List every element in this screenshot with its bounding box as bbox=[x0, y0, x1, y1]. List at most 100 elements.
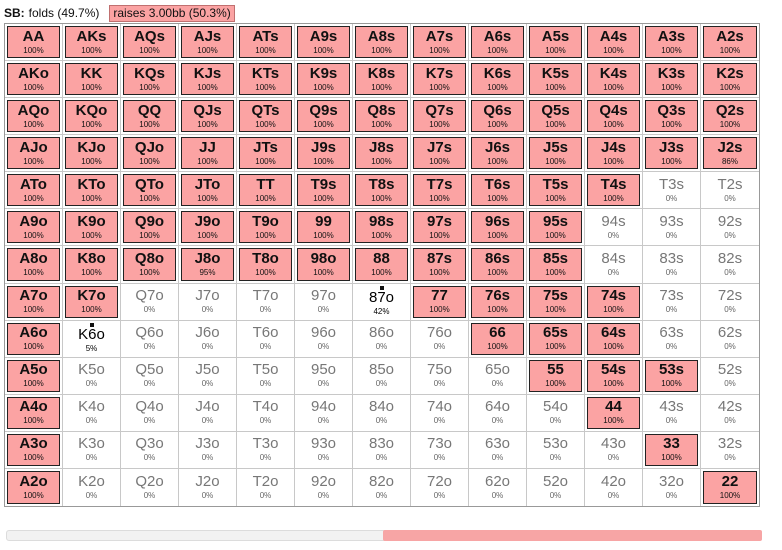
hand-cell[interactable]: A3o 100% bbox=[5, 431, 63, 469]
hand-cell[interactable]: K2o 0% bbox=[63, 468, 121, 506]
hand-cell[interactable]: 88 100% bbox=[353, 246, 411, 284]
hand-cell[interactable]: KK 100% bbox=[63, 61, 121, 99]
hand-cell[interactable]: T9s 100% bbox=[295, 172, 353, 210]
hand-cell[interactable]: 72s 0% bbox=[701, 284, 759, 321]
hand-cell[interactable]: QQ 100% bbox=[121, 98, 179, 136]
hand-cell[interactable]: K4s 100% bbox=[585, 61, 643, 99]
hand-cell[interactable]: 92o 0% bbox=[295, 468, 353, 506]
hand-cell[interactable]: A5o 100% bbox=[5, 357, 63, 395]
hand-cell[interactable]: 72o 0% bbox=[411, 468, 469, 506]
hand-cell[interactable]: QTo 100% bbox=[121, 172, 179, 210]
hand-cell[interactable]: Q4s 100% bbox=[585, 98, 643, 136]
hand-cell[interactable]: Q2o 0% bbox=[121, 468, 179, 506]
hand-cell[interactable]: Q8s 100% bbox=[353, 98, 411, 136]
hand-cell[interactable]: JJ 100% bbox=[179, 135, 237, 173]
hand-cell[interactable]: 42s 0% bbox=[701, 395, 759, 432]
hand-cell[interactable]: KJo 100% bbox=[63, 135, 121, 173]
hand-cell[interactable]: J6o 0% bbox=[179, 320, 237, 358]
hand-cell[interactable]: A5s 100% bbox=[527, 24, 585, 62]
hand-cell[interactable]: Q7o 0% bbox=[121, 283, 179, 321]
hand-cell[interactable]: 82s 0% bbox=[701, 246, 759, 284]
hand-cell[interactable]: TT 100% bbox=[237, 172, 295, 210]
hand-cell[interactable]: 85s 100% bbox=[527, 246, 585, 284]
hand-cell[interactable]: K9s 100% bbox=[295, 61, 353, 99]
hand-cell[interactable]: T5s 100% bbox=[527, 172, 585, 210]
hand-cell[interactable]: Q9s 100% bbox=[295, 98, 353, 136]
hand-cell[interactable]: 63s 0% bbox=[643, 320, 701, 358]
hand-cell[interactable]: J5s 100% bbox=[527, 135, 585, 173]
hand-cell[interactable]: J3o 0% bbox=[179, 431, 237, 469]
hand-cell[interactable]: K7o 100% bbox=[63, 283, 121, 321]
hand-cell[interactable]: 75o 0% bbox=[411, 357, 469, 395]
hand-cell[interactable]: J9o 100% bbox=[179, 209, 237, 247]
hand-cell[interactable]: 96s 100% bbox=[469, 209, 527, 247]
hand-cell[interactable]: Q2s 100% bbox=[701, 98, 759, 136]
hand-cell[interactable]: 53s 100% bbox=[643, 357, 701, 395]
hand-cell[interactable]: T4s 100% bbox=[585, 172, 643, 210]
hand-cell[interactable]: 94s 0% bbox=[585, 209, 643, 247]
hand-cell[interactable]: 42o 0% bbox=[585, 468, 643, 506]
hand-cell[interactable]: 97o 0% bbox=[295, 283, 353, 321]
hand-cell[interactable]: 52s 0% bbox=[701, 358, 759, 395]
hand-cell[interactable]: 55 100% bbox=[527, 357, 585, 395]
hand-cell[interactable]: T5o 0% bbox=[237, 357, 295, 395]
hand-cell[interactable]: A9s 100% bbox=[295, 24, 353, 62]
hand-cell[interactable]: T3s 0% bbox=[643, 172, 701, 210]
hand-cell[interactable]: T3o 0% bbox=[237, 431, 295, 469]
hand-cell[interactable]: Q5s 100% bbox=[527, 98, 585, 136]
hand-cell[interactable]: 87s 100% bbox=[411, 246, 469, 284]
hand-cell[interactable]: 32o 0% bbox=[643, 468, 701, 506]
hand-cell[interactable]: T2o 0% bbox=[237, 468, 295, 506]
hand-cell[interactable]: 93o 0% bbox=[295, 431, 353, 469]
hand-cell[interactable]: Q7s 100% bbox=[411, 98, 469, 136]
hand-cell[interactable]: 96o 0% bbox=[295, 320, 353, 358]
hand-cell[interactable]: Q4o 0% bbox=[121, 394, 179, 432]
hand-cell[interactable]: A9o 100% bbox=[5, 209, 63, 247]
hand-cell[interactable]: J2s 86% bbox=[701, 135, 759, 173]
hand-cell[interactable]: K7s 100% bbox=[411, 61, 469, 99]
hand-cell[interactable]: J5o 0% bbox=[179, 357, 237, 395]
hand-cell[interactable]: AQo 100% bbox=[5, 98, 63, 136]
hand-cell[interactable]: A8o 100% bbox=[5, 246, 63, 284]
hand-cell[interactable]: A4o 100% bbox=[5, 394, 63, 432]
hand-cell[interactable]: AA 100% bbox=[5, 24, 63, 62]
hand-cell[interactable]: A3s 100% bbox=[643, 24, 701, 62]
hand-cell[interactable]: K8s 100% bbox=[353, 61, 411, 99]
hand-cell[interactable]: 95o 0% bbox=[295, 357, 353, 395]
hand-cell[interactable]: K3o 0% bbox=[63, 431, 121, 469]
hand-cell[interactable]: 54o 0% bbox=[527, 394, 585, 432]
hand-cell[interactable]: QJo 100% bbox=[121, 135, 179, 173]
hand-cell[interactable]: A2s 100% bbox=[701, 24, 759, 62]
hand-cell[interactable]: K5o 0% bbox=[63, 357, 121, 395]
hand-cell[interactable]: 73s 0% bbox=[643, 283, 701, 321]
hand-cell[interactable]: T9o 100% bbox=[237, 209, 295, 247]
hand-cell[interactable]: 43o 0% bbox=[585, 431, 643, 469]
hand-cell[interactable]: J7s 100% bbox=[411, 135, 469, 173]
hand-cell[interactable]: A7s 100% bbox=[411, 24, 469, 62]
hand-cell[interactable]: J9s 100% bbox=[295, 135, 353, 173]
hand-cell[interactable]: T4o 0% bbox=[237, 394, 295, 432]
hand-cell[interactable]: A7o 100% bbox=[5, 283, 63, 321]
hand-cell[interactable]: KTo 100% bbox=[63, 172, 121, 210]
hand-cell[interactable]: JTs 100% bbox=[237, 135, 295, 173]
hand-cell[interactable]: T8s 100% bbox=[353, 172, 411, 210]
hand-cell[interactable]: 86o 0% bbox=[353, 320, 411, 358]
hand-cell[interactable]: A6s 100% bbox=[469, 24, 527, 62]
hand-cell[interactable]: J8s 100% bbox=[353, 135, 411, 173]
hand-cell[interactable]: K6o 5% bbox=[63, 320, 121, 358]
hand-cell[interactable]: 52o 0% bbox=[527, 468, 585, 506]
hand-cell[interactable]: J6s 100% bbox=[469, 135, 527, 173]
hand-cell[interactable]: 83o 0% bbox=[353, 431, 411, 469]
hand-cell[interactable]: J4o 0% bbox=[179, 394, 237, 432]
hand-cell[interactable]: Q8o 100% bbox=[121, 246, 179, 284]
hand-cell[interactable]: J7o 0% bbox=[179, 283, 237, 321]
hand-cell[interactable]: KTs 100% bbox=[237, 61, 295, 99]
hand-cell[interactable]: 32s 0% bbox=[701, 432, 759, 469]
hand-cell[interactable]: 84o 0% bbox=[353, 394, 411, 432]
hand-cell[interactable]: 76o 0% bbox=[411, 320, 469, 358]
hand-cell[interactable]: T6s 100% bbox=[469, 172, 527, 210]
hand-cell[interactable]: T2s 0% bbox=[701, 172, 759, 210]
hand-cell[interactable]: 62o 0% bbox=[469, 468, 527, 506]
hand-cell[interactable]: 98s 100% bbox=[353, 209, 411, 247]
hand-cell[interactable]: A6o 100% bbox=[5, 320, 63, 358]
